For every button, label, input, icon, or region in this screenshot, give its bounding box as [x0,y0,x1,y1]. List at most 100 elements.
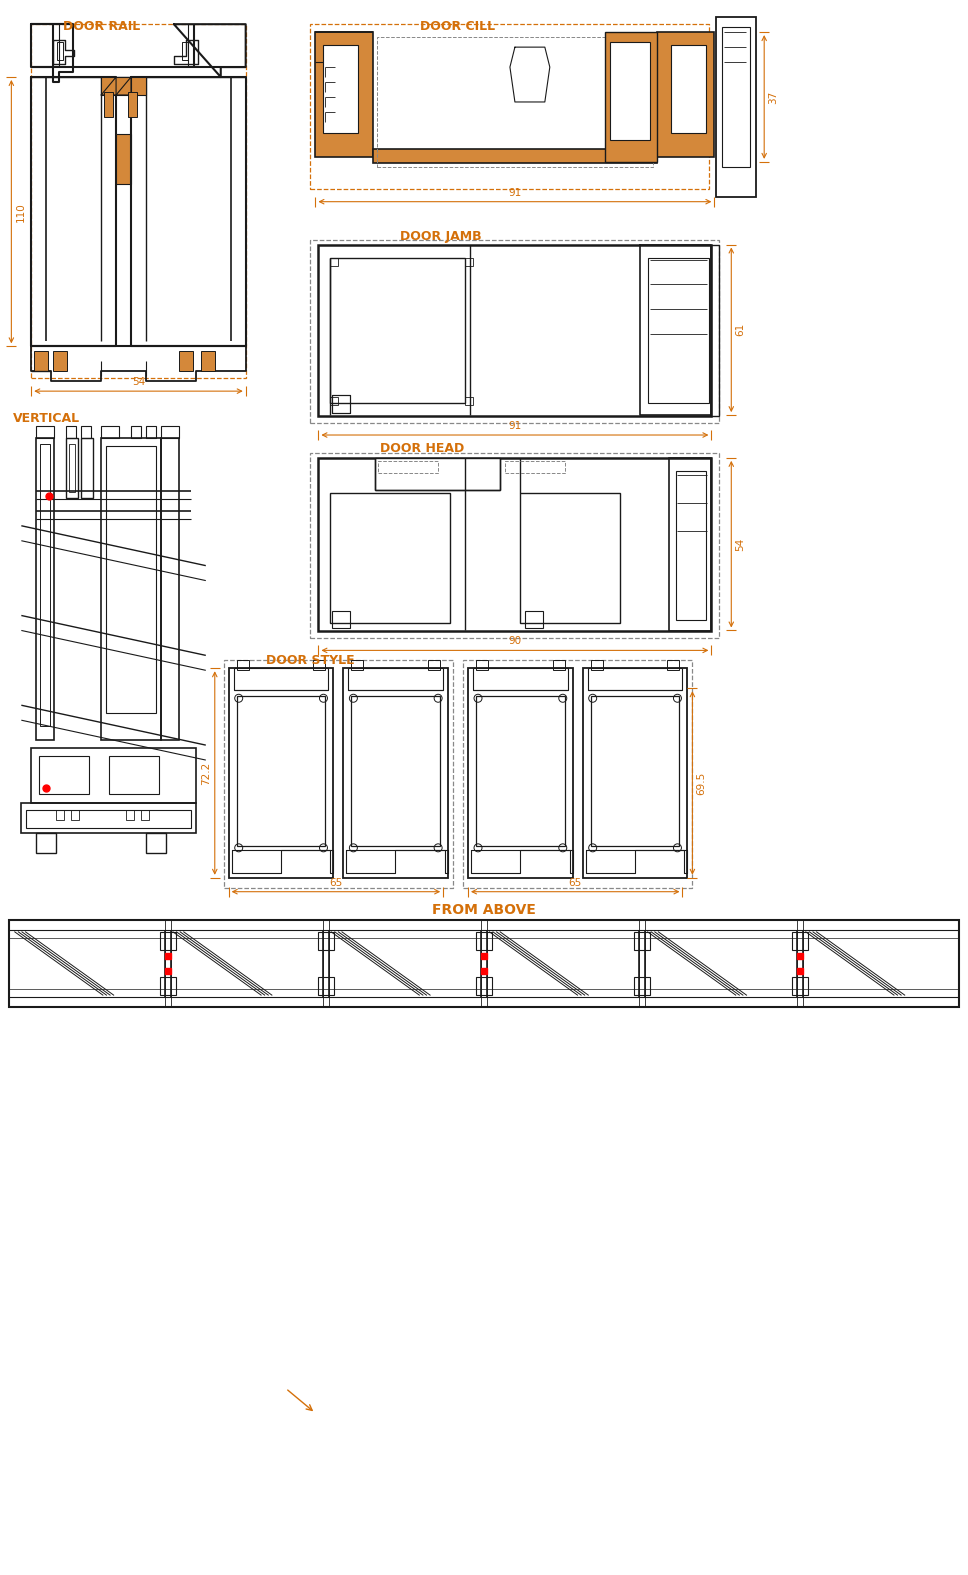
Bar [590,660,603,671]
Bar [323,46,358,132]
Bar [69,444,76,491]
Text: 37: 37 [769,90,778,104]
Bar [36,833,56,852]
Bar [116,134,131,184]
Bar [465,397,473,405]
Bar [311,24,710,189]
Text: 110: 110 [15,202,25,222]
Bar [793,931,808,950]
Text: DOOR JAMB: DOOR JAMB [400,230,482,243]
Bar [590,696,680,846]
Text: 61: 61 [736,323,745,337]
Bar [656,32,714,158]
Bar [378,461,439,472]
Bar [179,351,193,372]
Bar [634,978,650,995]
Text: 91: 91 [508,187,522,198]
Bar [330,493,450,624]
Text: 65: 65 [568,877,582,888]
Bar [81,438,93,498]
Bar [31,24,246,378]
Bar [126,810,134,821]
Bar [318,931,334,950]
Bar [672,46,707,132]
Bar [233,668,328,690]
Bar [670,458,711,632]
Bar [378,38,652,167]
Text: 65: 65 [329,877,343,888]
Bar [583,668,687,877]
Bar [81,427,91,438]
Bar [793,978,808,995]
Bar [109,756,159,794]
Bar [476,931,492,950]
Bar [634,931,650,950]
Bar [128,91,137,117]
Bar [21,803,196,833]
Bar [476,696,564,846]
Bar [332,611,350,628]
Bar [668,660,680,671]
Bar [505,461,564,472]
Bar [10,920,958,1008]
Bar [428,660,440,671]
Text: 54: 54 [736,537,745,551]
Bar [237,660,249,671]
Bar [351,660,363,671]
Bar [161,438,179,740]
Text: DOOR HEAD: DOOR HEAD [380,443,465,455]
Text: FROM ABOVE: FROM ABOVE [432,902,536,917]
Bar [469,668,573,877]
Bar [330,397,339,405]
Bar [588,668,682,690]
Bar [311,454,719,638]
Bar [36,438,54,740]
Bar [34,351,48,372]
Bar [476,978,492,995]
Bar [318,978,334,995]
Bar [101,77,131,94]
Bar [314,660,325,671]
Bar [56,810,64,821]
Bar [374,150,656,162]
Text: DOOR RAIL: DOOR RAIL [63,20,140,33]
Bar [344,668,448,877]
Bar [476,660,488,671]
Bar [677,471,707,621]
Bar [116,134,131,184]
Bar [141,810,149,821]
Bar [41,444,50,726]
Text: 69.5: 69.5 [696,772,707,795]
Text: VERTICAL: VERTICAL [14,413,80,425]
Text: 72.2: 72.2 [200,761,211,784]
Bar [716,17,756,197]
Bar [105,91,113,117]
Bar [106,446,156,713]
Bar [605,32,656,162]
Bar [224,660,453,888]
Bar [722,27,750,167]
Bar [465,258,473,266]
Bar [348,668,443,690]
Bar [376,458,499,490]
Bar [237,696,325,846]
Bar [131,427,141,438]
Bar [200,351,215,372]
Bar [553,660,564,671]
Bar [332,395,350,413]
Bar [711,244,719,416]
Bar [101,438,161,740]
Bar [648,258,710,403]
Bar [31,748,196,803]
Bar [36,427,54,438]
Bar [57,43,63,60]
Bar [160,931,175,950]
Bar [53,351,67,372]
Bar [610,43,650,140]
Bar [160,978,175,995]
Bar [316,32,374,158]
Bar [520,493,620,624]
Text: DOOR STYLE: DOOR STYLE [265,654,354,668]
Bar [146,427,156,438]
Bar [66,427,76,438]
